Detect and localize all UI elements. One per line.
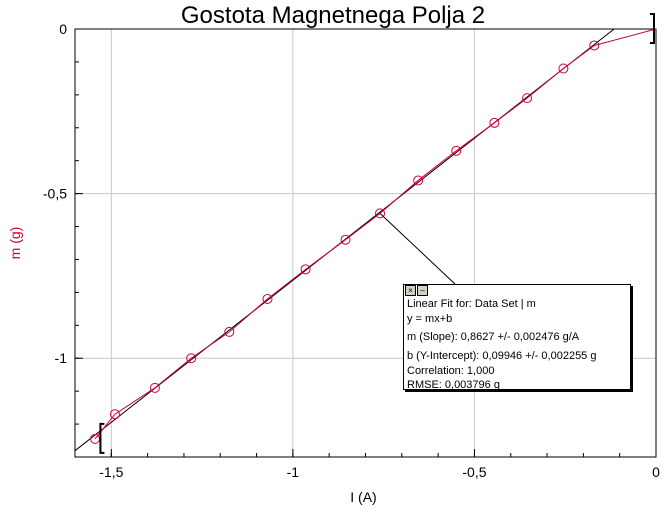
data-point	[451, 145, 462, 156]
x-tick-label: -1,5	[99, 464, 123, 480]
y-tick-label: -1	[55, 350, 68, 366]
data-point	[109, 409, 120, 420]
data-point	[489, 117, 500, 128]
fit-intercept: b (Y-Intercept): 0,09946 +/- 0,002255 g	[407, 350, 597, 362]
data-point	[558, 63, 569, 74]
plot-frame	[74, 28, 657, 458]
fit-equation: y = mx+b	[407, 313, 453, 325]
y-tick-label: 0	[59, 21, 67, 37]
data-point	[262, 293, 273, 304]
x-axis-label: I (A)	[350, 489, 376, 505]
close-icon[interactable]: ×	[405, 285, 416, 296]
data-point	[340, 234, 351, 245]
data-point	[300, 264, 311, 275]
data-point	[589, 40, 600, 51]
chart-title: Gostota Magnetnega Polja 2	[180, 2, 486, 29]
data-point	[413, 175, 424, 186]
linear-fit-box[interactable]: × – Linear Fit for: Data Set | m y = mx+…	[403, 284, 631, 391]
data-point	[522, 93, 533, 104]
fit-rmse: RMSE: 0,003796 g	[407, 379, 500, 391]
data-point	[149, 382, 160, 393]
y-tick-label: -0,5	[43, 186, 67, 202]
fit-correlation: Correlation: 1,000	[407, 365, 495, 377]
x-tick-label: -1	[287, 464, 300, 480]
fit-slope: m (Slope): 0,8627 +/- 0,002476 g/A	[407, 331, 580, 343]
y-axis-label: m (g)	[7, 227, 23, 260]
range-bracket-right	[650, 13, 655, 44]
data-point	[224, 326, 235, 337]
x-tick-label: -0,5	[462, 464, 486, 480]
minimize-icon[interactable]: –	[417, 285, 428, 296]
range-bracket-left	[99, 422, 105, 454]
fit-leader-line	[379, 213, 456, 285]
data-line	[94, 28, 657, 440]
x-tick-label: 0	[652, 464, 660, 480]
data-point	[186, 353, 197, 364]
fit-title: Linear Fit for: Data Set | m	[407, 298, 536, 310]
data-point	[375, 208, 386, 219]
